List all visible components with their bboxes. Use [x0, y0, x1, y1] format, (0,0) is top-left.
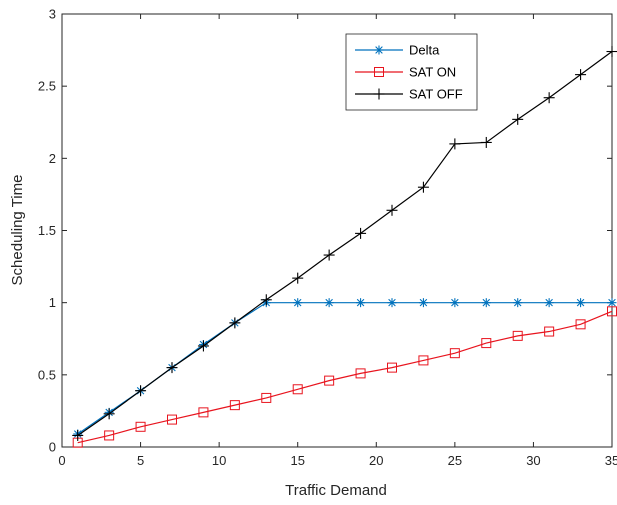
legend-label-delta: Delta	[409, 43, 440, 58]
data-point-delta	[388, 298, 397, 307]
data-point-delta	[450, 298, 459, 307]
y-tick-label: 0.5	[38, 367, 56, 382]
data-point-delta	[293, 298, 302, 307]
x-tick-label: 10	[212, 453, 226, 468]
legend: Delta SAT ON SAT OFF	[346, 34, 477, 110]
data-point-delta	[513, 298, 522, 307]
y-tick-label: 2	[49, 151, 56, 166]
data-point-delta	[482, 298, 491, 307]
legend-label-sat-off: SAT OFF	[409, 87, 463, 102]
y-tick-label: 2.5	[38, 79, 56, 94]
x-tick-label: 30	[526, 453, 540, 468]
y-tick-label: 3	[49, 7, 56, 22]
plot-area	[62, 14, 612, 447]
data-point-delta	[608, 298, 617, 307]
y-tick-label: 0	[49, 440, 56, 455]
plot-box	[62, 14, 612, 447]
y-tick-label: 1.5	[38, 223, 56, 238]
y-axis-label: Scheduling Time	[9, 175, 26, 286]
data-point-delta	[325, 298, 334, 307]
x-tick-label: 15	[290, 453, 304, 468]
legend-label-sat-on: SAT ON	[409, 65, 456, 80]
data-point-delta	[545, 298, 554, 307]
x-tick-label: 20	[369, 453, 383, 468]
x-tick-label: 5	[137, 453, 144, 468]
x-tick-label: 0	[58, 453, 65, 468]
legend-marker-delta	[375, 46, 384, 55]
data-point-delta	[419, 298, 428, 307]
x-tick-label: 35	[605, 453, 617, 468]
y-tick-label: 1	[49, 295, 56, 310]
data-point-delta	[356, 298, 365, 307]
x-axis-label: Traffic Demand	[285, 482, 387, 499]
x-tick-label: 25	[448, 453, 462, 468]
data-point-delta	[576, 298, 585, 307]
